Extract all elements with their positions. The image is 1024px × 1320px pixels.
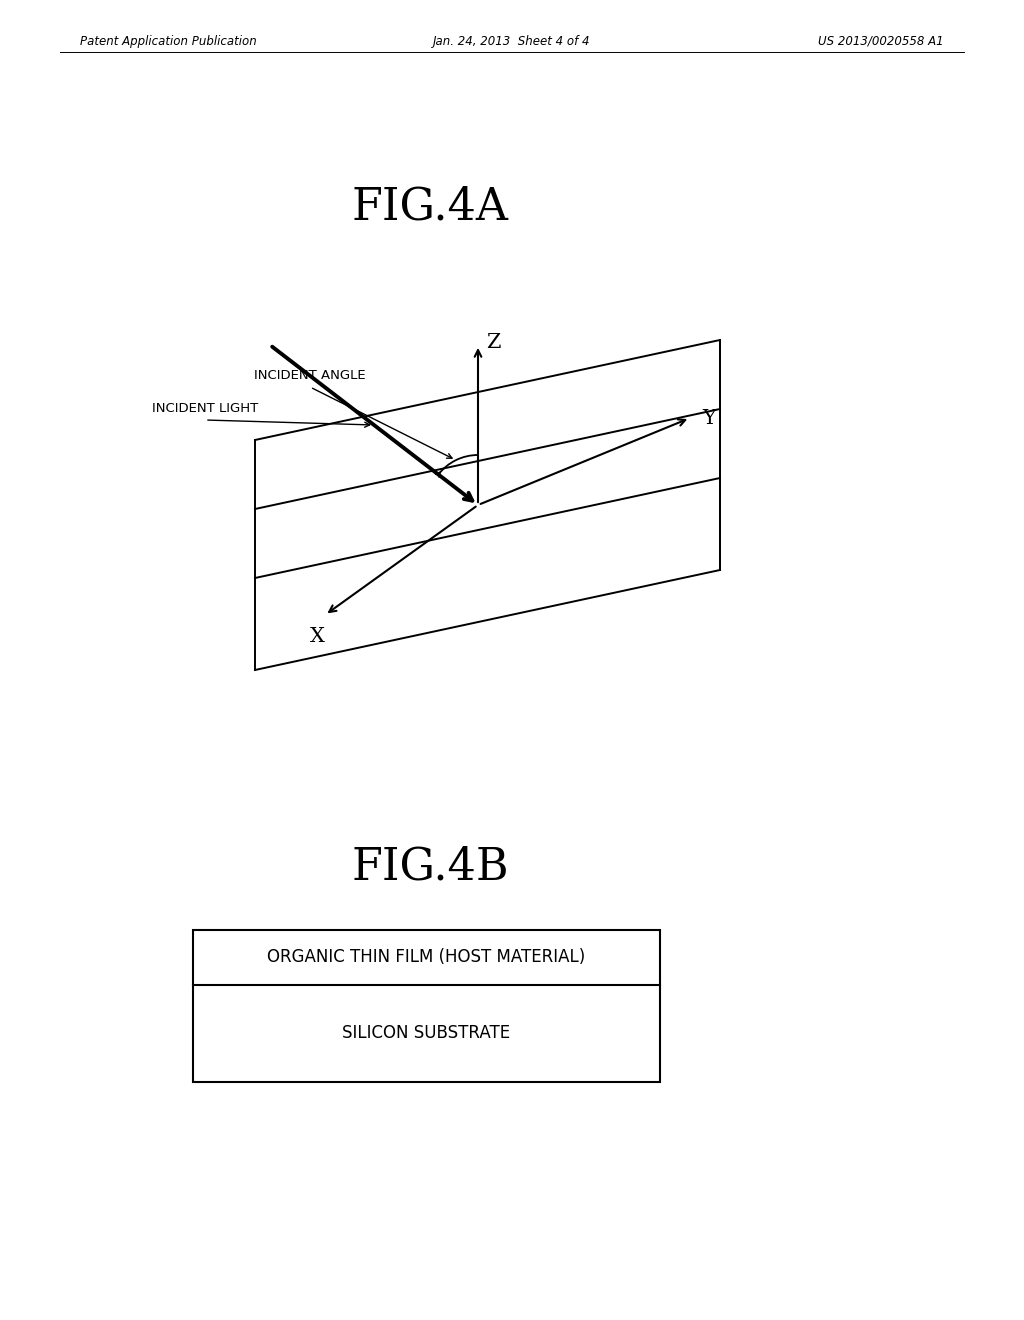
Bar xyxy=(193,931,660,1082)
Text: Patent Application Publication: Patent Application Publication xyxy=(80,36,257,48)
Text: FIG.4A: FIG.4A xyxy=(351,185,509,228)
Text: SILICON SUBSTRATE: SILICON SUBSTRATE xyxy=(342,1024,511,1043)
Text: Jan. 24, 2013  Sheet 4 of 4: Jan. 24, 2013 Sheet 4 of 4 xyxy=(433,36,591,48)
Text: INCIDENT LIGHT: INCIDENT LIGHT xyxy=(152,403,258,414)
Text: FIG.4B: FIG.4B xyxy=(351,845,509,888)
Text: Z: Z xyxy=(486,333,501,351)
Text: INCIDENT ANGLE: INCIDENT ANGLE xyxy=(254,370,366,381)
Text: Y: Y xyxy=(702,408,716,428)
Text: ORGANIC THIN FILM (HOST MATERIAL): ORGANIC THIN FILM (HOST MATERIAL) xyxy=(267,949,586,966)
Text: X: X xyxy=(309,627,325,645)
Text: US 2013/0020558 A1: US 2013/0020558 A1 xyxy=(818,36,944,48)
